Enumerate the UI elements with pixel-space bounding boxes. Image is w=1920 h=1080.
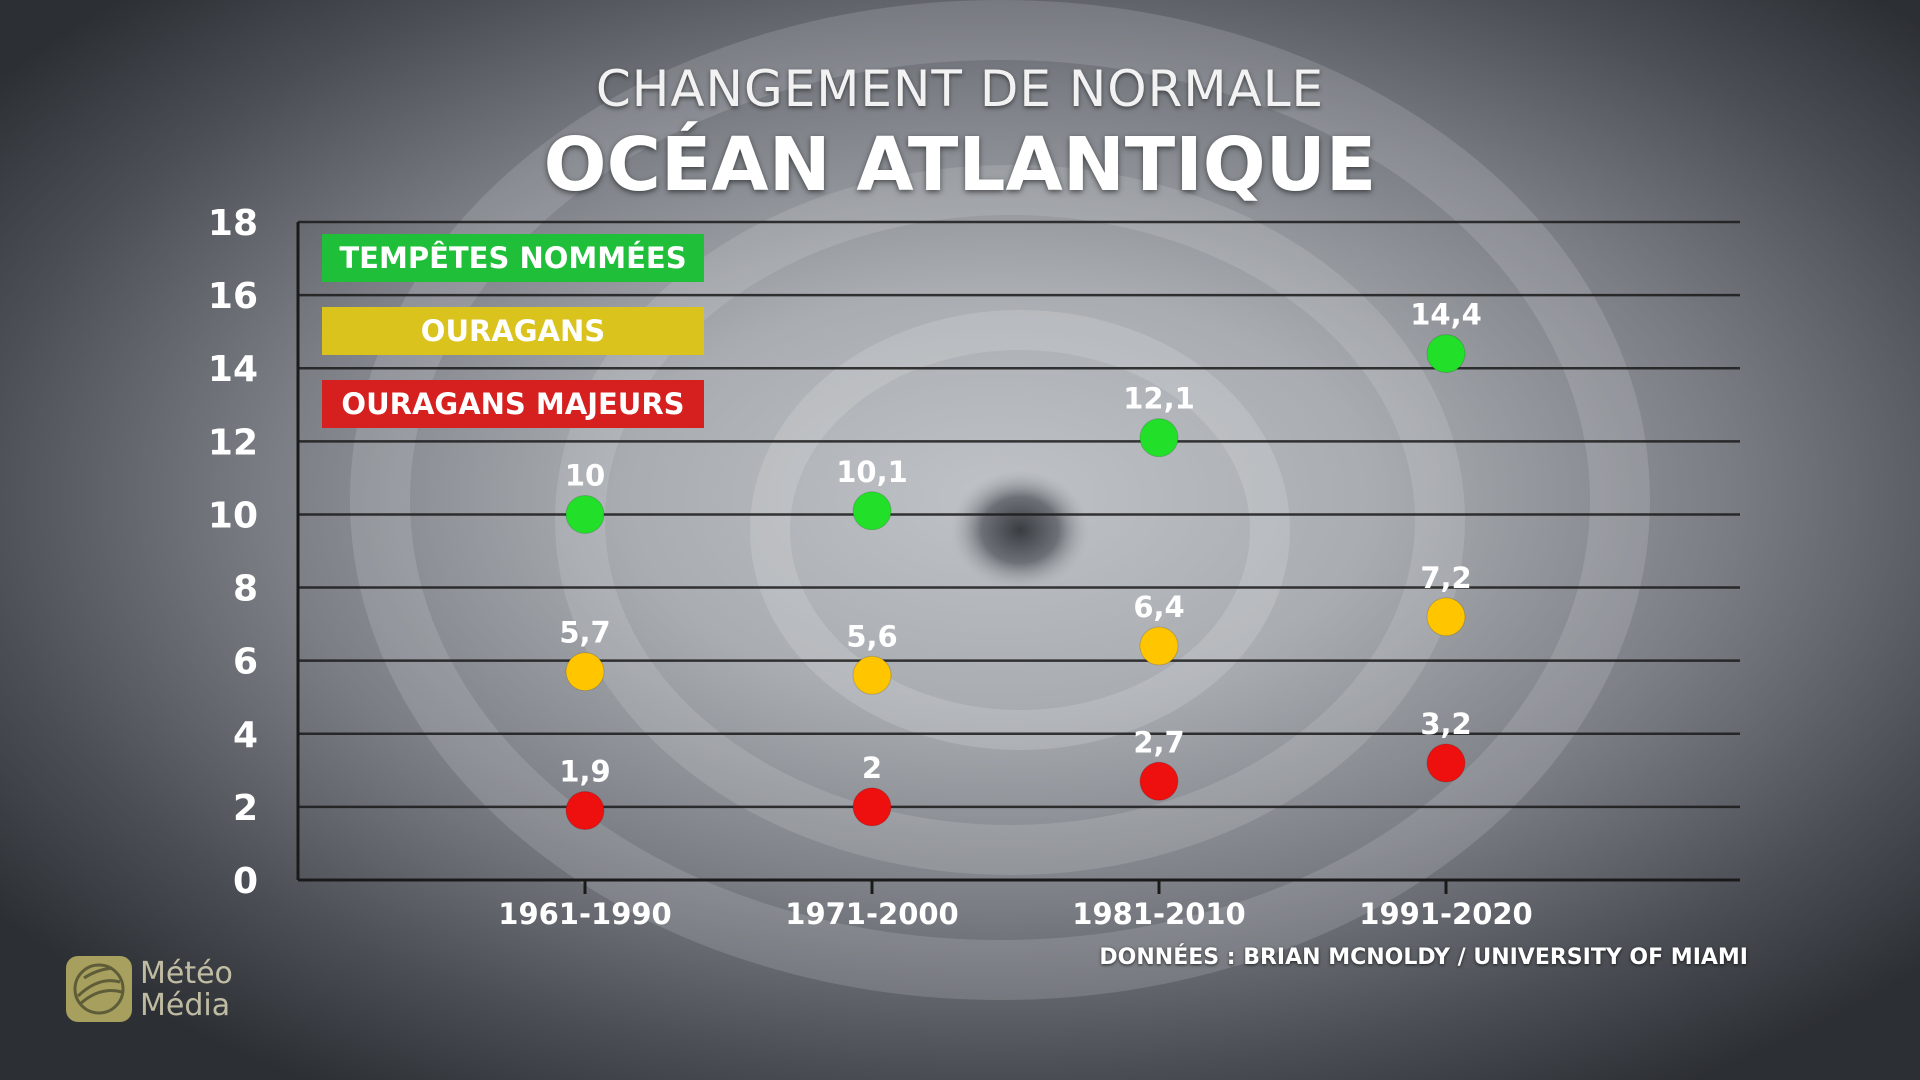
y-tick-label-2: 2 — [233, 788, 258, 829]
data-point-s2-1961-1990 — [565, 791, 605, 831]
y-tick-label-10: 10 — [208, 495, 258, 536]
data-point-s1-1981-2010 — [1139, 626, 1179, 666]
x-tick-label-1991-2020: 1991-2020 — [1359, 897, 1532, 931]
data-point-s0-1971-2000 — [852, 491, 892, 531]
legend-label-major-hurricanes: OURAGANS MAJEURS — [341, 387, 685, 421]
data-label-s2-1961-1990: 1,9 — [559, 755, 610, 789]
y-tick-label-12: 12 — [208, 422, 258, 463]
y-tick-label-16: 16 — [208, 276, 258, 317]
data-point-s0-1981-2010 — [1139, 418, 1179, 458]
data-label-s2-1981-2010: 2,7 — [1133, 725, 1184, 759]
y-tick-label-8: 8 — [233, 569, 258, 610]
data-label-s1-1961-1990: 5,7 — [559, 616, 610, 650]
meteomedia-logo: Météo Média — [66, 956, 256, 1026]
data-label-s1-1991-2020: 7,2 — [1420, 561, 1471, 595]
legend-label-hurricanes: OURAGANS — [420, 314, 606, 348]
legend-label-named-storms: TEMPÊTES NOMMÉES — [339, 241, 687, 275]
data-point-s2-1981-2010 — [1139, 761, 1179, 801]
data-point-s0-1961-1990 — [565, 494, 605, 534]
data-points: 10 10,1 12,1 14,4 5,7 5,6 6,4 7,2 1,9 2 2,7 3,2 — [559, 298, 1482, 831]
data-label-s0-1961-1990: 10 — [565, 458, 605, 492]
data-label-s0-1971-2000: 10,1 — [836, 455, 908, 489]
data-source-credit: DONNÉES : BRIAN MCNOLDY / UNIVERSITY OF … — [1099, 945, 1748, 970]
y-tick-label-4: 4 — [233, 715, 258, 756]
data-label-s0-1981-2010: 12,1 — [1123, 382, 1195, 416]
x-tick-label-1961-1990: 1961-1990 — [498, 897, 671, 931]
y-tick-label-6: 6 — [233, 642, 258, 683]
axes — [296, 222, 1740, 894]
legend-item-named-storms: TEMPÊTES NOMMÉES — [322, 234, 704, 282]
chart-title: OCÉAN ATLANTIQUE — [543, 122, 1377, 208]
data-point-s2-1971-2000 — [852, 787, 892, 827]
chart-subtitle: CHANGEMENT DE NORMALE — [595, 60, 1325, 118]
tick-labels: 0 2 4 6 8 10 12 14 16 18 1961-1990 1971-2000 1981-20… — [208, 203, 1533, 931]
globe-icon — [66, 956, 132, 1022]
logo-wordmark: Météo Média — [140, 958, 233, 1022]
logo-line-2: Média — [140, 988, 231, 1023]
data-label-s2-1991-2020: 3,2 — [1420, 707, 1471, 741]
data-point-s0-1991-2020 — [1426, 334, 1466, 374]
data-point-s1-1991-2020 — [1426, 597, 1466, 637]
data-label-s1-1971-2000: 5,6 — [846, 619, 897, 653]
data-point-s1-1961-1990 — [565, 652, 605, 692]
legend-item-major-hurricanes: OURAGANS MAJEURS — [322, 380, 704, 428]
logo-line-1: Météo — [140, 956, 233, 991]
y-tick-label-18: 18 — [208, 203, 258, 244]
gridlines — [298, 220, 1740, 809]
y-tick-label-14: 14 — [208, 349, 258, 390]
data-label-s0-1991-2020: 14,4 — [1410, 298, 1482, 332]
x-tick-label-1971-2000: 1971-2000 — [785, 897, 958, 931]
data-label-s1-1981-2010: 6,4 — [1133, 590, 1184, 624]
x-tick-label-1981-2010: 1981-2010 — [1072, 897, 1245, 931]
y-tick-label-0: 0 — [233, 861, 258, 902]
data-point-s1-1971-2000 — [852, 655, 892, 695]
legend-item-hurricanes: OURAGANS — [322, 307, 704, 355]
data-point-s2-1991-2020 — [1426, 743, 1466, 783]
data-label-s2-1971-2000: 2 — [862, 751, 882, 785]
